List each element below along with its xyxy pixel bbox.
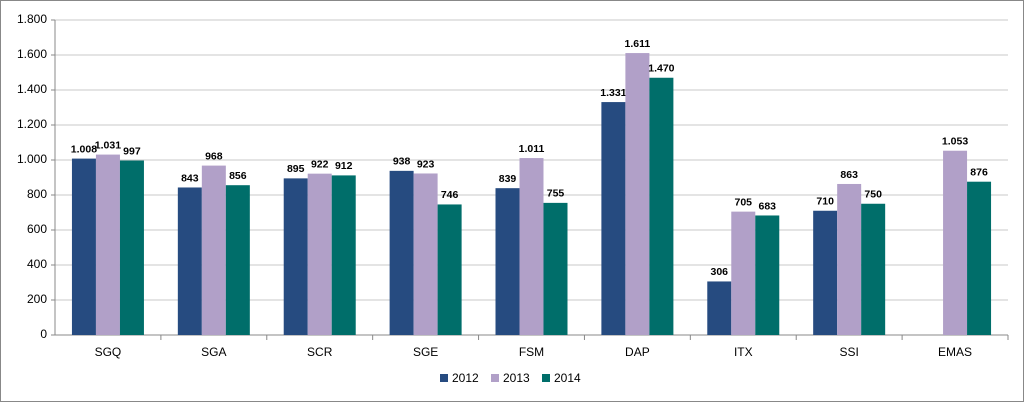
bar	[177, 187, 202, 335]
y-tick-label: 0	[40, 327, 47, 341]
y-tick-label: 1.000	[17, 152, 47, 166]
value-label: 876	[970, 166, 988, 178]
bar	[495, 188, 520, 335]
y-tick-label: 1.200	[17, 117, 47, 131]
bar	[813, 210, 838, 335]
value-label: 1.470	[648, 63, 674, 75]
value-label: 938	[393, 156, 411, 168]
y-tick-label: 600	[27, 222, 47, 236]
legend-swatch	[440, 374, 448, 382]
y-tick-label: 1.800	[17, 12, 47, 26]
x-tick-label: SSI	[839, 345, 858, 359]
bar	[625, 53, 650, 335]
y-tick-label: 400	[27, 257, 47, 271]
legend-label: 2012	[452, 371, 479, 385]
value-label: 1.031	[95, 139, 121, 151]
bar	[95, 154, 120, 335]
bar	[413, 173, 438, 335]
value-label: 306	[711, 266, 729, 278]
value-label: 997	[123, 145, 141, 157]
bar	[731, 211, 756, 335]
bar	[119, 160, 144, 335]
legend-swatch	[491, 374, 499, 382]
bar	[861, 203, 886, 335]
value-label: 923	[417, 158, 435, 170]
value-label: 750	[864, 189, 882, 201]
value-label: 755	[547, 188, 565, 200]
y-tick-label: 1.400	[17, 82, 47, 96]
legend-label: 2014	[554, 371, 581, 385]
bar	[201, 165, 226, 335]
value-label: 710	[816, 196, 834, 208]
bar	[837, 183, 862, 335]
value-label: 1.611	[625, 38, 651, 50]
y-tick-label: 1.600	[17, 47, 47, 61]
value-label: 1.008	[71, 143, 97, 155]
value-label: 1.331	[600, 87, 626, 99]
legend-swatch	[542, 374, 550, 382]
bar	[331, 175, 356, 335]
bar	[389, 170, 414, 335]
x-tick-label: EMAS	[938, 345, 972, 359]
x-tick-label: SGQ	[95, 345, 122, 359]
bar	[943, 150, 968, 335]
value-label: 839	[499, 173, 517, 185]
value-label: 1.011	[519, 143, 545, 155]
bar	[307, 173, 332, 335]
bar	[543, 202, 568, 335]
value-label: 843	[181, 172, 199, 184]
value-label: 683	[759, 200, 777, 212]
y-tick-label: 200	[27, 292, 47, 306]
value-label: 922	[311, 158, 329, 170]
bar	[649, 77, 674, 335]
x-tick-label: SGA	[201, 345, 226, 359]
x-tick-label: SGE	[413, 345, 438, 359]
value-label: 968	[205, 150, 223, 162]
bar	[601, 102, 626, 335]
value-label: 705	[735, 196, 753, 208]
x-tick-label: SCR	[307, 345, 333, 359]
value-label: 895	[287, 163, 305, 175]
bar	[967, 181, 992, 335]
bar	[225, 185, 250, 335]
bar	[283, 178, 308, 335]
x-tick-label: FSM	[519, 345, 544, 359]
value-label: 856	[229, 170, 247, 182]
value-label: 1.053	[942, 136, 968, 148]
bar	[755, 215, 780, 335]
bar	[437, 204, 462, 335]
value-label: 863	[840, 169, 858, 181]
bar	[707, 281, 732, 335]
bar	[71, 158, 96, 335]
value-label: 912	[335, 160, 353, 172]
bar	[519, 158, 544, 335]
x-tick-label: DAP	[625, 345, 650, 359]
y-tick-label: 800	[27, 187, 47, 201]
legend-label: 2013	[503, 371, 530, 385]
x-tick-label: ITX	[734, 345, 753, 359]
value-label: 746	[441, 189, 459, 201]
